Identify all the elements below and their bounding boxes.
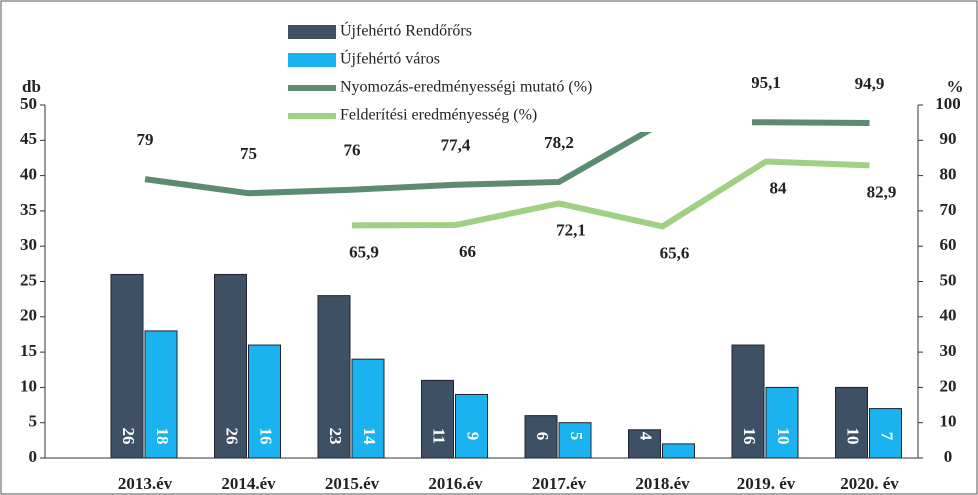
bar xyxy=(110,273,144,459)
data-label: 95,1 xyxy=(751,73,781,92)
y-tick-label: 40 xyxy=(20,165,37,184)
y2-tick-label: 80 xyxy=(940,165,957,184)
bar xyxy=(524,415,558,459)
bar-label: 16 xyxy=(740,428,759,445)
y-tick-label: 15 xyxy=(20,341,37,360)
data-label: 94,9 xyxy=(855,74,885,93)
bar-label: 5 xyxy=(567,432,586,441)
bar xyxy=(317,295,351,459)
x-tick-label: 2015.év xyxy=(325,474,380,493)
bar xyxy=(144,330,178,459)
bar xyxy=(421,379,454,459)
legend-swatch xyxy=(288,53,336,67)
x-tick-label: 2020. év xyxy=(840,474,899,493)
bar-label: 11 xyxy=(430,428,449,444)
y-tick-label: 25 xyxy=(20,270,37,289)
y-tick-label: 50 xyxy=(20,94,37,113)
data-label: 84 xyxy=(770,178,788,197)
y2-tick-label: 10 xyxy=(940,412,957,431)
bar-label: 9 xyxy=(464,432,483,441)
bar xyxy=(351,358,385,459)
bar-label: 10 xyxy=(844,428,863,445)
y2-tick-label: 90 xyxy=(940,129,957,148)
data-label: 78,2 xyxy=(544,133,574,152)
y-tick-label: 20 xyxy=(20,306,37,325)
data-label: 65,6 xyxy=(660,243,690,262)
y2-tick-label: 70 xyxy=(940,200,957,219)
legend-label: Újfehértó város xyxy=(340,49,440,68)
legend-label: Felderítési eredményesség (%) xyxy=(340,107,537,124)
data-label: 79 xyxy=(137,130,154,149)
y2-tick-label: 100 xyxy=(935,94,961,113)
bar-label: 26 xyxy=(223,428,242,445)
bar-label: 18 xyxy=(153,428,172,445)
y2-axis-label: % xyxy=(947,77,964,96)
data-label: 75 xyxy=(240,144,257,163)
bar-label: 26 xyxy=(119,428,138,445)
y-tick-label: 35 xyxy=(20,200,37,219)
y-tick-label: 5 xyxy=(29,412,38,431)
y-tick-label: 0 xyxy=(29,447,38,466)
bar-label: 14 xyxy=(360,428,379,446)
bar xyxy=(628,429,661,459)
legend-swatch xyxy=(288,25,336,39)
bar-label: 6 xyxy=(533,432,552,441)
bar xyxy=(662,443,695,459)
y2-tick-label: 40 xyxy=(940,306,957,325)
data-label: 76 xyxy=(344,141,361,160)
x-tick-label: 2013.év xyxy=(118,474,173,493)
bar xyxy=(248,344,281,459)
y-tick-label: 10 xyxy=(20,376,37,395)
bar xyxy=(214,273,247,459)
legend-box xyxy=(282,14,752,132)
bar-label: 10 xyxy=(774,428,793,445)
bar xyxy=(455,393,488,459)
x-tick-label: 2017.év xyxy=(532,474,587,493)
data-label: 82,9 xyxy=(867,182,897,201)
bar xyxy=(765,386,799,459)
y2-tick-label: 20 xyxy=(940,376,957,395)
legend-label: Nyomozás-eredményességi mutató (%) xyxy=(340,79,592,96)
y-tick-label: 45 xyxy=(20,129,37,148)
bar xyxy=(558,422,592,459)
line xyxy=(351,158,870,230)
bar-label: 2 xyxy=(671,432,690,441)
x-tick-label: 2019. év xyxy=(737,474,796,493)
y2-tick-label: 0 xyxy=(944,447,953,466)
bar xyxy=(835,386,868,459)
bar xyxy=(869,408,902,459)
y2-tick-label: 60 xyxy=(940,235,957,254)
data-label: 65,9 xyxy=(349,242,379,261)
x-tick-label: 2014.év xyxy=(221,474,276,493)
data-label: 77,4 xyxy=(441,136,471,155)
y2-tick-label: 30 xyxy=(940,341,957,360)
data-label: 72,1 xyxy=(556,220,586,239)
bar-label: 4 xyxy=(637,432,656,441)
bar-label: 7 xyxy=(878,432,897,441)
bar-label: 16 xyxy=(257,428,276,445)
y-tick-label: 30 xyxy=(20,235,37,254)
bar xyxy=(731,344,765,459)
x-tick-label: 2016.év xyxy=(428,474,483,493)
data-label: 66 xyxy=(459,242,476,261)
y-axis-label: db xyxy=(22,77,41,96)
legend-label: Újfehértó Rendőrőrs xyxy=(340,21,472,40)
bar-label: 23 xyxy=(326,428,345,445)
x-tick-label: 2018.év xyxy=(635,474,690,493)
y2-tick-label: 50 xyxy=(940,270,957,289)
